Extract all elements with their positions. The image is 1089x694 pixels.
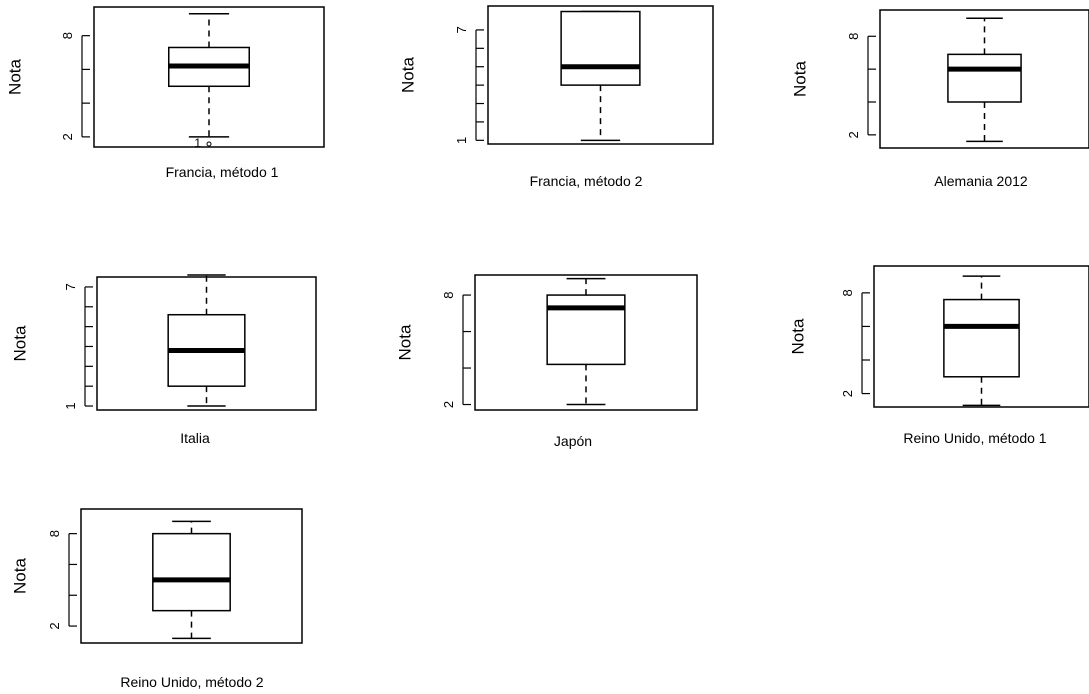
- iqr-box: [152, 532, 231, 612]
- y-tick-label: 2: [846, 131, 861, 138]
- y-tick-label: 2: [47, 622, 62, 629]
- plot-frame: [93, 6, 325, 148]
- y-axis-title: Nota: [398, 57, 417, 93]
- iqr-box: [943, 298, 1020, 378]
- plot-frame: [879, 9, 1089, 149]
- y-axis-title: Nota: [5, 59, 24, 95]
- plot-frame: [487, 5, 714, 145]
- y-tick-label: 8: [441, 291, 456, 298]
- boxplot-panel: 2 8 Nota Japón: [395, 274, 698, 449]
- y-axis-title: Nota: [788, 318, 807, 354]
- boxplot-panel: 1 7 Nota Francia, método 2: [398, 5, 714, 189]
- y-tick-label: 2: [840, 390, 855, 397]
- plot-frame: [474, 274, 698, 411]
- y-tick-label: 1: [63, 402, 78, 409]
- iqr-box: [947, 53, 1022, 103]
- y-axis-title: Nota: [395, 324, 414, 360]
- panel-caption: Francia, método 1: [166, 164, 279, 180]
- panel-caption: Japón: [554, 433, 592, 449]
- iqr-box: [560, 10, 641, 86]
- boxplot-panel: 1 7 Nota Italia: [10, 274, 317, 446]
- plot-frame: [80, 508, 303, 644]
- y-tick-label: 8: [846, 33, 861, 40]
- plot-frame: [873, 265, 1089, 408]
- y-tick-label: 7: [63, 283, 78, 290]
- y-axis-title: Nota: [10, 325, 29, 361]
- y-tick-label: 2: [60, 133, 75, 140]
- y-axis-title: Nota: [790, 61, 809, 97]
- boxplot-panel: 2 8 Nota Reino Unido, método 2: [10, 508, 303, 690]
- boxplot-panel: 2 8 Nota Reino Unido, método 1: [788, 265, 1089, 446]
- panel-caption: Reino Unido, método 1: [903, 430, 1046, 446]
- panel-caption: Reino Unido, método 2: [120, 674, 263, 690]
- panel-caption: Francia, método 2: [530, 173, 643, 189]
- outlier-label: 1: [194, 136, 201, 150]
- panel-caption: Italia: [180, 430, 210, 446]
- y-tick-label: 8: [47, 530, 62, 537]
- y-tick-label: 7: [454, 26, 469, 33]
- boxplot-panel: 2 8 Nota Alemania 2012: [790, 9, 1089, 189]
- y-tick-label: 2: [441, 401, 456, 408]
- boxplot-panel: 2 8 Nota 1 Francia, método 1: [5, 6, 325, 180]
- y-tick-label: 1: [454, 137, 469, 144]
- y-tick-label: 8: [840, 289, 855, 296]
- y-axis-title: Nota: [10, 558, 29, 594]
- y-tick-label: 8: [60, 32, 75, 39]
- panel-caption: Alemania 2012: [934, 173, 1028, 189]
- outlier-point: [206, 141, 212, 147]
